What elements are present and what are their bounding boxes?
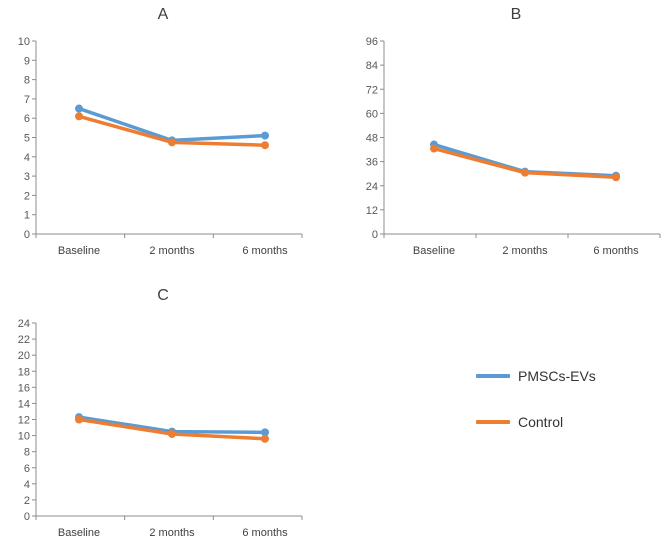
data-point-control — [168, 138, 176, 147]
y-tick-label: 48 — [366, 133, 378, 145]
y-tick-label: 84 — [366, 60, 378, 72]
y-tick-label: 10 — [18, 431, 30, 443]
y-tick-label: 9 — [24, 55, 30, 67]
y-tick-label: 18 — [18, 366, 30, 378]
legend-swatch-pmscs-evs — [476, 374, 510, 378]
y-tick-label: 0 — [24, 229, 30, 241]
y-tick-label: 24 — [366, 181, 378, 193]
y-tick-label: 1 — [24, 210, 30, 222]
legend-label-control: Control — [518, 414, 564, 430]
y-tick-label: 2 — [24, 190, 30, 202]
x-tick-label: Baseline — [58, 245, 100, 257]
x-tick-label: 2 months — [502, 245, 548, 257]
y-tick-label: 36 — [366, 157, 378, 169]
y-tick-label: 12 — [18, 415, 30, 427]
y-tick-label: 4 — [24, 152, 30, 164]
y-tick-label: 4 — [24, 479, 30, 491]
data-point-control — [75, 112, 83, 121]
y-tick-label: 7 — [24, 94, 30, 106]
legend-swatch-control — [476, 420, 510, 424]
y-tick-label: 2 — [24, 495, 30, 507]
x-tick-label: 2 months — [149, 245, 195, 257]
y-tick-label: 60 — [366, 108, 378, 120]
x-tick-label: 6 months — [242, 527, 288, 539]
y-tick-label: 8 — [24, 447, 30, 459]
data-point-control — [521, 168, 529, 177]
legend: PMSCs-EVs Control — [476, 364, 596, 456]
data-point-pmscs-evs — [75, 104, 83, 113]
y-tick-label: 8 — [24, 75, 30, 87]
legend-label-pmscs-evs: PMSCs-EVs — [518, 368, 596, 384]
y-tick-label: 14 — [18, 398, 30, 410]
data-point-control — [261, 141, 269, 150]
data-point-control — [168, 429, 176, 438]
y-tick-label: 72 — [366, 84, 378, 96]
chart-panel-b: B 0 12 24 36 48 60 72 84 96 Baseline 2 months 6 mont… — [366, 6, 661, 257]
data-point-control — [430, 144, 438, 153]
x-tick-label: Baseline — [58, 527, 100, 539]
y-tick-label: 24 — [18, 318, 30, 330]
x-tick-label: 2 months — [149, 527, 195, 539]
y-tick-label: 0 — [372, 229, 378, 241]
data-point-pmscs-evs — [261, 131, 269, 140]
y-tick-label: 10 — [18, 36, 30, 48]
x-tick-label: 6 months — [593, 245, 639, 257]
x-tick-label: Baseline — [413, 245, 455, 257]
y-tick-label: 0 — [24, 511, 30, 523]
data-point-control — [261, 434, 269, 443]
y-tick-label: 22 — [18, 334, 30, 346]
legend-item-control: Control — [476, 410, 596, 434]
legend-item-pmscs-evs: PMSCs-EVs — [476, 364, 596, 388]
data-point-control — [75, 415, 83, 424]
y-tick-label: 16 — [18, 382, 30, 394]
x-tick-label: 6 months — [242, 245, 288, 257]
y-tick-label: 5 — [24, 133, 30, 145]
y-tick-label: 6 — [24, 113, 30, 125]
y-tick-label: 96 — [366, 36, 378, 48]
y-tick-label: 3 — [24, 171, 30, 183]
panel-title-a: A — [158, 6, 169, 23]
panel-title-c: C — [157, 287, 169, 304]
y-tick-label: 20 — [18, 350, 30, 362]
data-point-pmscs-evs — [261, 428, 269, 437]
data-point-control — [612, 173, 620, 182]
panel-title-b: B — [511, 6, 522, 23]
y-tick-label: 12 — [366, 205, 378, 217]
chart-panel-a: A 0 1 2 3 4 5 6 7 8 9 10 Baseline 2 months 6 months — [18, 6, 303, 257]
y-tick-label: 6 — [24, 463, 30, 475]
